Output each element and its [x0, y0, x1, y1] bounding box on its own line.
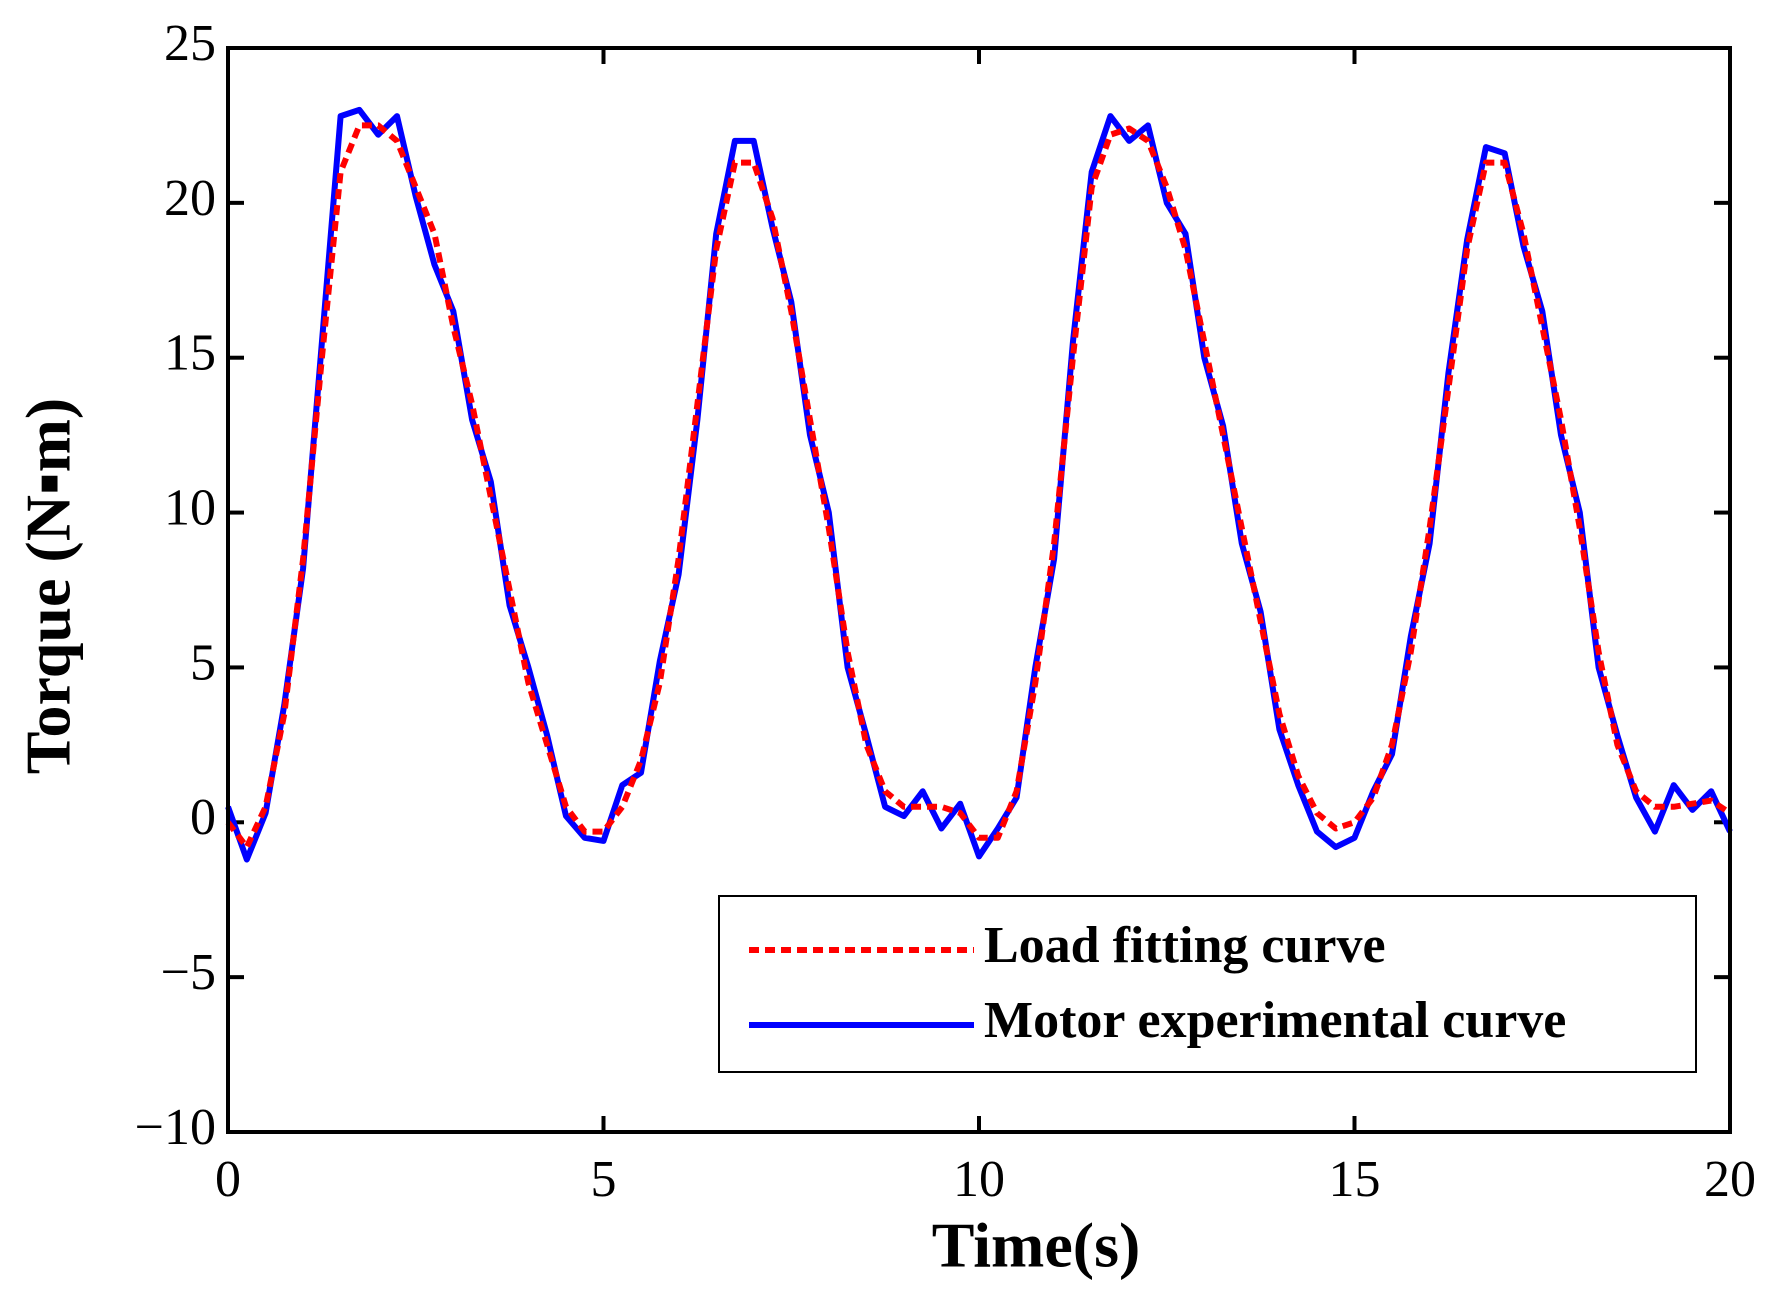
x-tick-label: 10: [953, 1151, 1005, 1208]
x-axis-label: Time(s): [932, 1210, 1141, 1281]
y-tick-label: 20: [164, 170, 216, 227]
x-tick-label: 0: [215, 1151, 241, 1208]
legend-box: [718, 895, 1697, 1073]
y-tick-label: 10: [164, 480, 216, 537]
series-line: [225, 106, 1733, 863]
x-tick-label: 15: [1329, 1151, 1381, 1208]
series-line: [225, 122, 1732, 851]
y-tick-label: 0: [190, 789, 216, 846]
y-tick-label: 15: [164, 325, 216, 382]
legend-label: Load fitting curve: [984, 917, 1386, 974]
legend-label: Motor experimental curve: [984, 992, 1566, 1049]
y-tick-label: −5: [161, 944, 216, 1001]
y-tick-label: 5: [190, 634, 216, 691]
plot-frame: [226, 46, 1732, 1134]
y-tick-label: 25: [164, 15, 216, 72]
y-tick-label: −10: [135, 1099, 216, 1156]
x-tick-label: 5: [591, 1151, 617, 1208]
y-axis-label: Torque (N▪m): [13, 398, 84, 775]
x-tick-label: 20: [1704, 1151, 1756, 1208]
